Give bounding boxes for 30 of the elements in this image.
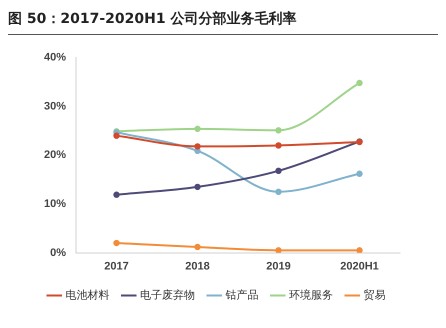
- point: [113, 192, 120, 198]
- legend-label: 环境服务: [288, 288, 333, 302]
- point: [356, 170, 363, 177]
- x-tick-label: 2017: [104, 260, 129, 272]
- x-tick-label: 2019: [266, 260, 291, 272]
- x-tick-label: 2020H1: [340, 260, 379, 272]
- y-tick-label: 40%: [44, 52, 66, 64]
- point: [275, 188, 282, 195]
- legend-label: 钴产品: [224, 288, 258, 302]
- legend-label: 电子废弃物: [140, 288, 195, 302]
- x-tick-label: 2018: [185, 260, 210, 272]
- chart-title: 图 50：2017-2020H1 公司分部业务毛利率: [8, 8, 438, 35]
- y-tick-label: 10%: [44, 198, 66, 210]
- point: [275, 142, 282, 149]
- point: [194, 184, 201, 190]
- point: [356, 80, 363, 86]
- legend-label: 贸易: [363, 288, 386, 302]
- y-tick-label: 30%: [44, 100, 66, 112]
- point: [275, 127, 282, 134]
- legend-label: 电池材料: [65, 288, 110, 302]
- point: [275, 247, 282, 253]
- point: [194, 143, 201, 150]
- point: [113, 132, 120, 139]
- y-tick-label: 20%: [44, 149, 66, 162]
- point: [356, 247, 363, 253]
- y-tick-label: 0%: [50, 246, 66, 259]
- point: [275, 168, 282, 174]
- point: [194, 126, 201, 132]
- point: [113, 240, 120, 246]
- point: [194, 244, 201, 250]
